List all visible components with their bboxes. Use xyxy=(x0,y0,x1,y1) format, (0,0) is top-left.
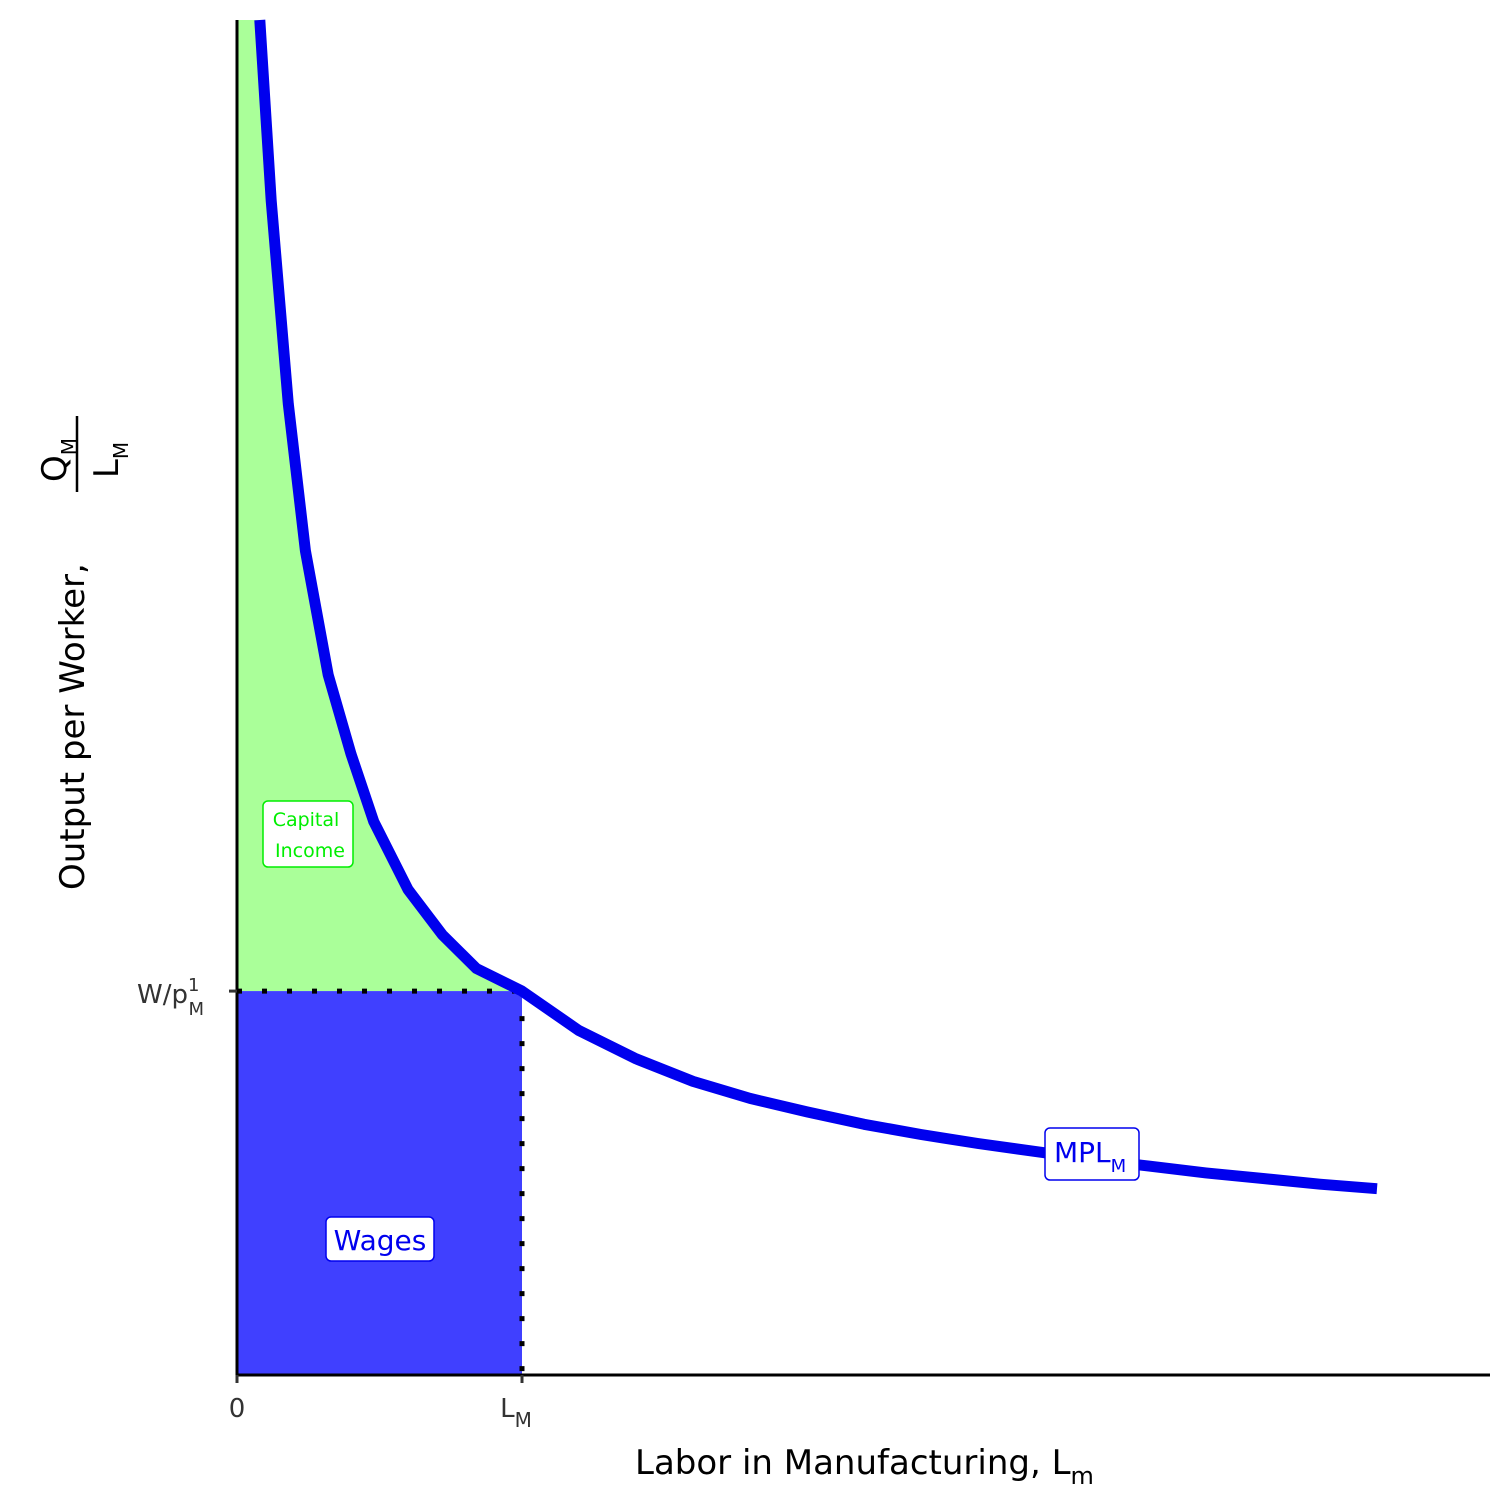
wages-area xyxy=(237,991,522,1375)
wages-label-text: Wages xyxy=(334,1224,427,1257)
wages-label-box xyxy=(325,1216,435,1262)
mpl-label-text: MPLM xyxy=(1054,1136,1126,1177)
tick-labels: 0 LM W/p1 M xyxy=(137,975,532,1432)
capital-income-label-text: Income xyxy=(275,840,345,862)
axis-titles: Labor in Manufacturing, Lm Output per Wor… xyxy=(35,416,1094,1490)
capital-income-area xyxy=(237,20,522,992)
y-tick-label: W/p1 M xyxy=(137,975,204,1020)
axes xyxy=(235,20,1490,1377)
shaded-areas xyxy=(237,20,522,1375)
mpl-label-box xyxy=(1044,1127,1140,1181)
y-axis-fraction-numerator: QM xyxy=(35,438,81,482)
capital-income-label-text: Capital xyxy=(273,809,340,831)
capital-income-label-box xyxy=(262,800,354,868)
x-tick-label: LM xyxy=(500,1394,532,1432)
x-axis-title: Labor in Manufacturing, Lm xyxy=(635,1443,1094,1490)
y-axis-fraction-denominator: LM xyxy=(87,442,133,478)
x-tick-label: 0 xyxy=(229,1394,246,1424)
y-axis-title-text: Output per Worker, xyxy=(53,563,93,890)
chart-annotations: Capital Income Wages MPLM xyxy=(262,800,1140,1262)
